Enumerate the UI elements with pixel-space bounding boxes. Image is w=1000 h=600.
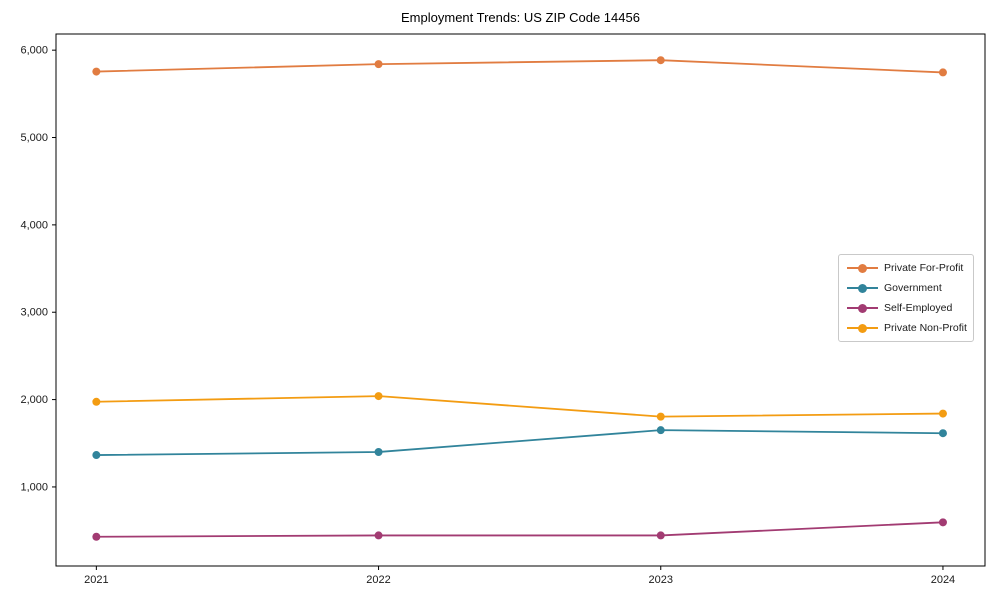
series-line-private-non-profit — [95, 395, 944, 418]
data-point-self-employed — [374, 531, 383, 540]
data-point-self-employed — [656, 531, 665, 540]
y-axis-tick-label: 2,000 — [20, 394, 48, 406]
legend: Private For-Profit Government Self-Emplo… — [838, 254, 974, 342]
x-axis-tick-label: 2021 — [84, 574, 108, 586]
series-line-self-employed — [95, 521, 944, 538]
series-line-private-for-profit — [95, 59, 944, 74]
data-point-government — [374, 448, 383, 456]
line-dot-marker-icon — [847, 263, 878, 274]
y-axis-tick-label: 1,000 — [20, 481, 48, 493]
y-axis-tick-label: 4,000 — [20, 219, 48, 231]
data-point-private-non-profit — [656, 412, 665, 421]
line-dot-marker-icon — [847, 283, 878, 294]
data-point-government — [656, 426, 665, 435]
legend-label: Private Non-Profit — [884, 322, 967, 334]
plot-frame — [55, 33, 986, 567]
legend-item-private-non-profit: Private Non-Profit — [839, 322, 973, 334]
x-axis-tick-label: 2023 — [649, 574, 673, 586]
data-point-private-for-profit — [92, 67, 101, 76]
data-point-private-for-profit — [938, 68, 947, 77]
legend-label: Self-Employed — [884, 302, 953, 314]
data-point-private-non-profit — [374, 392, 383, 401]
line-dot-marker-icon — [847, 303, 878, 314]
legend-item-private-for-profit: Private For-Profit — [839, 262, 973, 274]
series-line-government — [95, 429, 944, 456]
legend-item-government: Government — [839, 282, 973, 294]
legend-label: Private For-Profit — [884, 262, 964, 274]
x-axis-tick-label: 2022 — [366, 574, 390, 586]
line-dot-marker-icon — [847, 323, 878, 334]
data-point-private-non-profit — [938, 409, 947, 418]
data-point-private-for-profit — [374, 60, 383, 69]
y-axis-tick-label: 3,000 — [20, 307, 48, 319]
y-axis-tick-label: 5,000 — [20, 132, 48, 144]
chart-title: Employment Trends: US ZIP Code 14456 — [401, 10, 640, 25]
x-axis-tick-label: 2024 — [931, 574, 955, 586]
data-point-private-non-profit — [92, 397, 101, 406]
data-point-government — [938, 429, 947, 438]
data-point-government — [92, 451, 101, 460]
y-axis-tick-label: 6,000 — [20, 45, 48, 57]
data-point-private-for-profit — [656, 56, 665, 65]
legend-label: Government — [884, 282, 942, 294]
data-point-self-employed — [92, 532, 101, 541]
data-point-self-employed — [938, 518, 947, 527]
legend-item-self-employed: Self-Employed — [839, 302, 973, 314]
